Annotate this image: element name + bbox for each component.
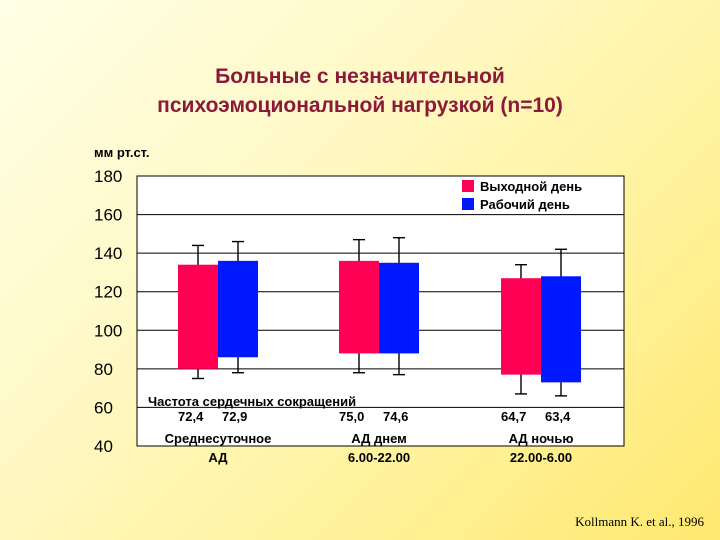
bar-weekend: [178, 264, 218, 369]
citation: Kollmann K. et al., 1996: [575, 514, 704, 529]
bar-workday: [379, 262, 419, 354]
heart-rate-value: 75,0: [339, 409, 364, 424]
y-axis-unit: мм рт.ст.: [94, 145, 150, 160]
legend-swatch: [462, 198, 474, 210]
bar-weekend: [339, 260, 379, 354]
slide-title-line-2: психоэмоциональной нагрузкой (n=10): [157, 94, 563, 117]
y-tick-label: 160: [94, 206, 122, 225]
heart-rate-value: 64,7: [501, 409, 526, 424]
slide-title-line-1: Больные с незначительной: [215, 65, 505, 88]
heart-rate-value: 74,6: [383, 409, 408, 424]
y-tick-label: 40: [94, 437, 113, 456]
category-label: АД: [208, 450, 228, 465]
category-label: Среднесуточное: [165, 431, 272, 446]
y-tick-label: 120: [94, 283, 122, 302]
legend-label: Рабочий день: [480, 197, 570, 212]
bar-weekend: [501, 278, 541, 375]
bar-workday: [218, 260, 258, 358]
category-label: АД ночью: [509, 431, 574, 446]
bar-workday: [541, 276, 581, 383]
y-tick-label: 140: [94, 244, 122, 263]
category-label: 22.00-6.00: [510, 450, 572, 465]
heart-rate-value: 72,4: [178, 409, 204, 424]
legend-swatch: [462, 180, 474, 192]
y-tick-label: 60: [94, 398, 113, 417]
y-tick-label: 100: [94, 321, 122, 340]
heart-rate-value: 72,9: [222, 409, 247, 424]
y-tick-label: 80: [94, 360, 113, 379]
legend-label: Выходной день: [480, 179, 582, 194]
slide-title: Больные с незначительной психоэмоциональ…: [0, 62, 720, 120]
category-label: 6.00-22.00: [348, 450, 410, 465]
heart-rate-value: 63,4: [545, 409, 571, 424]
category-label: АД днем: [351, 431, 407, 446]
y-tick-label: 180: [94, 167, 122, 186]
heart-rate-caption: Частота сердечных сокращений: [148, 394, 356, 409]
